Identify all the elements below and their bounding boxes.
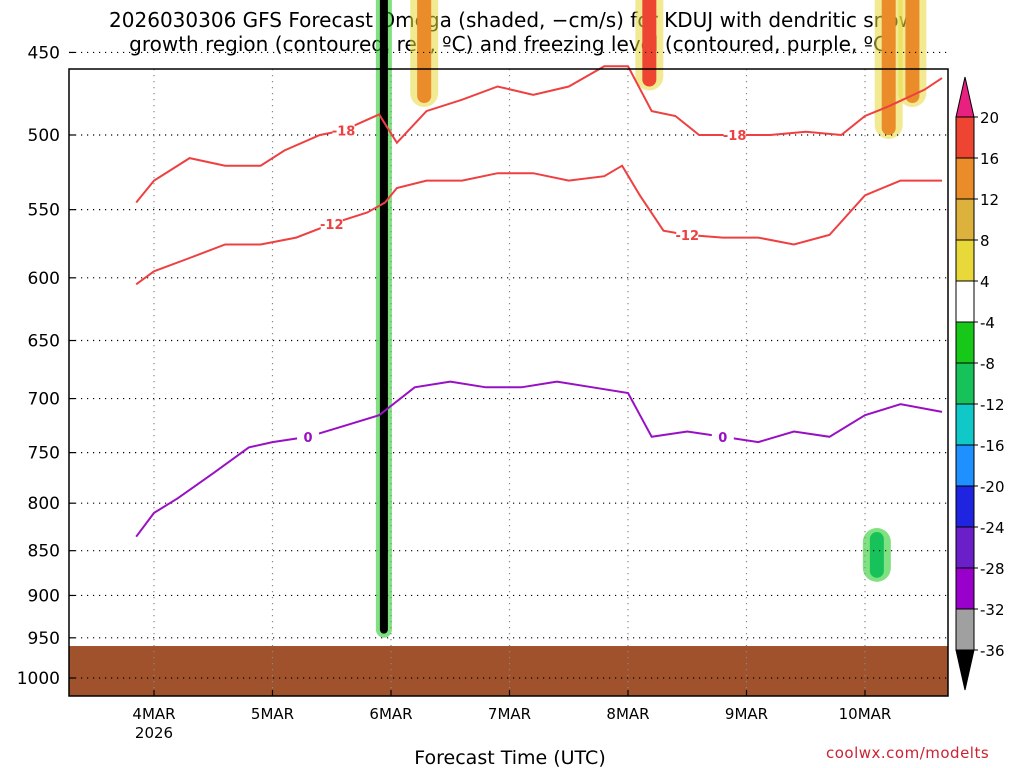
y-tick-label: 950 bbox=[28, 629, 60, 649]
colorbar-box bbox=[955, 567, 975, 610]
colorbar-box bbox=[955, 444, 975, 487]
omega-cell bbox=[869, 532, 884, 578]
contour-label-bg bbox=[320, 215, 343, 231]
contour-label: -18 bbox=[332, 124, 356, 139]
y-tick-label: 500 bbox=[28, 126, 60, 146]
y-tick-label: 800 bbox=[28, 494, 60, 514]
colorbar-label: -20 bbox=[980, 478, 1005, 496]
contour-label-bg bbox=[297, 428, 320, 444]
contour-label: -12 bbox=[320, 218, 344, 233]
colorbar-label: 4 bbox=[980, 273, 990, 291]
colorbar-label: -12 bbox=[980, 396, 1005, 414]
colorbar-label: -24 bbox=[980, 519, 1005, 537]
contour-label-bg bbox=[332, 122, 355, 138]
colorbar-label: -4 bbox=[980, 314, 995, 332]
colorbar-box bbox=[955, 116, 975, 159]
y-tick-label: 750 bbox=[28, 444, 60, 464]
x-tick-label: 6MAR bbox=[369, 705, 412, 723]
colorbar-label: 12 bbox=[980, 191, 999, 209]
y-tick-label: 600 bbox=[28, 269, 60, 289]
chart-title-line1: 2026030306 GFS Forecast Omega (shaded, −… bbox=[109, 8, 915, 32]
plot-background bbox=[69, 69, 948, 696]
colorbar-label: -36 bbox=[980, 642, 1005, 660]
omega-cell bbox=[417, 0, 432, 104]
contour-line bbox=[135, 380, 943, 538]
x-tick-label: 5MAR bbox=[251, 705, 294, 723]
contour-label: -18 bbox=[723, 129, 747, 144]
colorbar-label: -28 bbox=[980, 560, 1005, 578]
plot-frame bbox=[68, 68, 949, 697]
x-tick-label: 9MAR bbox=[725, 705, 768, 723]
y-tick-label: 550 bbox=[28, 201, 60, 221]
colorbar-box bbox=[955, 403, 975, 446]
colorbar-label: -16 bbox=[980, 437, 1005, 455]
x-tick-label: 8MAR bbox=[606, 705, 649, 723]
colorbar-label: 16 bbox=[980, 150, 999, 168]
colorbar-box bbox=[955, 321, 975, 364]
colorbar-box bbox=[955, 239, 975, 282]
colorbar-box bbox=[955, 608, 975, 651]
omega-cell bbox=[905, 0, 920, 104]
y-tick-label: 650 bbox=[28, 332, 60, 352]
colorbar-box bbox=[955, 526, 975, 569]
colorbar-label: -32 bbox=[980, 601, 1005, 619]
x-axis-label: Forecast Time (UTC) bbox=[414, 747, 605, 768]
contour-label: 0 bbox=[718, 431, 727, 446]
contour-label-bg bbox=[676, 226, 699, 242]
contour-line bbox=[135, 65, 943, 204]
terrain-ground bbox=[69, 646, 948, 696]
contour-line bbox=[135, 164, 942, 286]
contour-label: -12 bbox=[676, 229, 700, 244]
y-tick-label: 450 bbox=[28, 43, 60, 63]
colorbar-box bbox=[955, 280, 975, 323]
colorbar-box bbox=[955, 362, 975, 405]
contour-label-bg bbox=[723, 126, 746, 142]
x-tick-label: 10MAR bbox=[839, 705, 892, 723]
y-tick-label: 850 bbox=[28, 542, 60, 562]
source-credit[interactable]: coolwx.com/modelts bbox=[826, 744, 990, 762]
contour-label-bg bbox=[711, 428, 734, 444]
omega-cell bbox=[379, 0, 388, 634]
y-tick-label: 900 bbox=[28, 586, 60, 606]
omega-cell bbox=[642, 0, 657, 87]
colorbar-label: 20 bbox=[980, 109, 999, 127]
colorbar-arrow-top bbox=[955, 76, 975, 118]
colorbar-box bbox=[955, 485, 975, 528]
omega-cell bbox=[881, 0, 896, 135]
x-tick-label: 4MAR bbox=[132, 705, 175, 723]
y-tick-label: 1000 bbox=[17, 669, 60, 689]
x-tick-sublabel: 2026 bbox=[135, 724, 173, 742]
colorbar-label: 8 bbox=[980, 232, 990, 250]
contour-label: 0 bbox=[304, 431, 313, 446]
y-tick-label: 700 bbox=[28, 390, 60, 410]
colorbar-box bbox=[955, 198, 975, 241]
colorbar-arrow-bottom bbox=[955, 649, 975, 691]
colorbar-label: -8 bbox=[980, 355, 995, 373]
chart-title-line2: growth region (contoured, red, ºC) and f… bbox=[129, 32, 895, 56]
x-tick-label: 7MAR bbox=[488, 705, 531, 723]
colorbar-box bbox=[955, 157, 975, 200]
